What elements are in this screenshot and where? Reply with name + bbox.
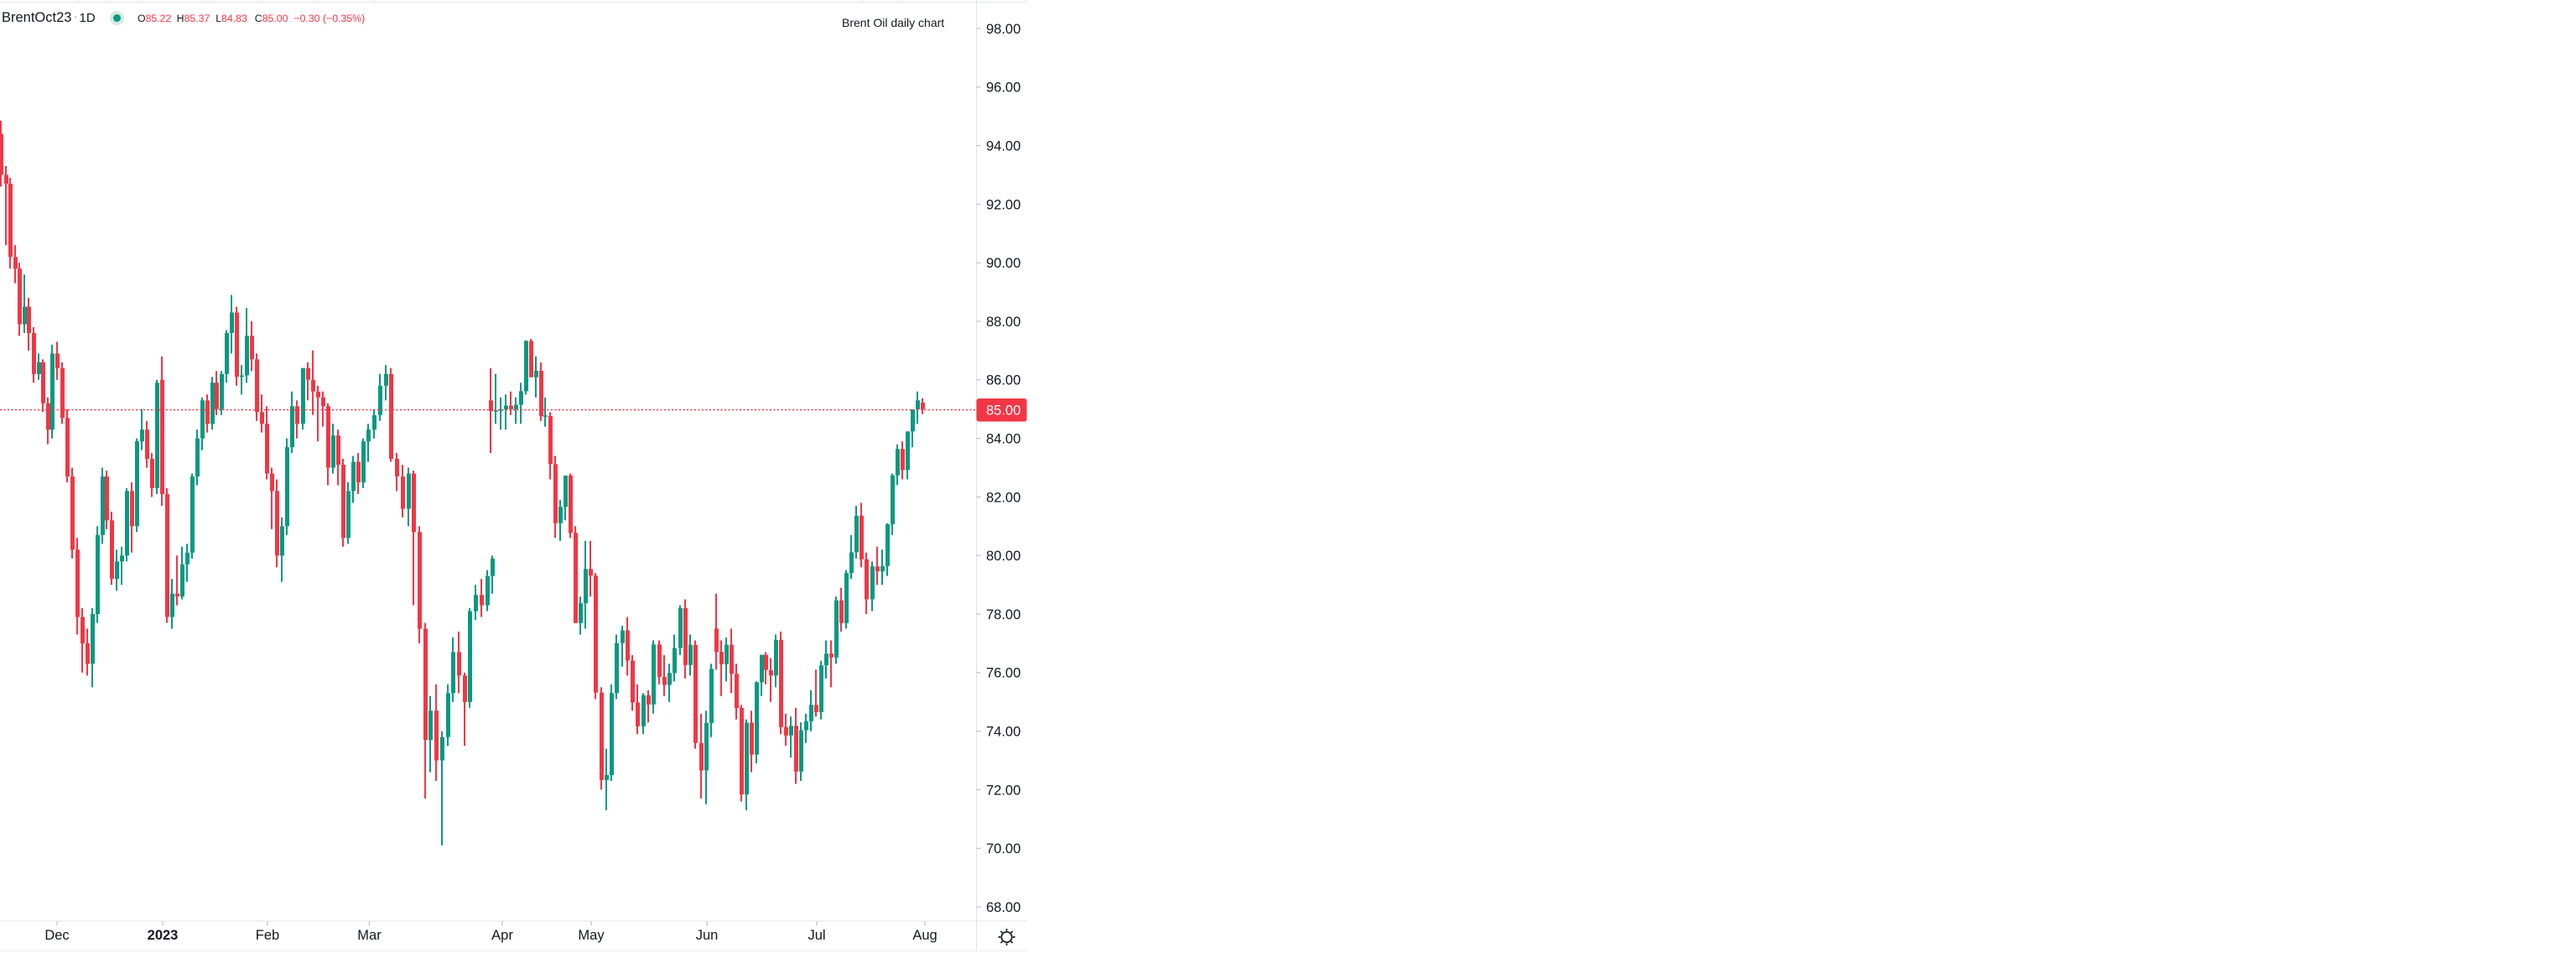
svg-text:86.00: 86.00 bbox=[986, 373, 1021, 388]
svg-text:Feb: Feb bbox=[256, 928, 279, 943]
svg-text:82.00: 82.00 bbox=[986, 490, 1021, 505]
svg-text:84.00: 84.00 bbox=[986, 432, 1021, 447]
svg-text:94.00: 94.00 bbox=[986, 139, 1021, 154]
svg-text:96.00: 96.00 bbox=[986, 81, 1021, 96]
svg-text:76.00: 76.00 bbox=[986, 666, 1021, 681]
svg-text:78.00: 78.00 bbox=[986, 607, 1021, 622]
svg-text:88.00: 88.00 bbox=[986, 315, 1021, 330]
svg-text:May: May bbox=[578, 928, 605, 943]
svg-text:80.00: 80.00 bbox=[986, 549, 1021, 564]
svg-text:85.00: 85.00 bbox=[986, 404, 1021, 419]
svg-text:Jun: Jun bbox=[696, 928, 719, 943]
svg-text:Apr: Apr bbox=[491, 928, 513, 943]
svg-text:74.00: 74.00 bbox=[986, 725, 1021, 740]
svg-text:72.00: 72.00 bbox=[986, 783, 1021, 798]
svg-text:90.00: 90.00 bbox=[986, 256, 1021, 271]
svg-text:Aug: Aug bbox=[912, 928, 937, 943]
svg-text:92.00: 92.00 bbox=[986, 197, 1021, 212]
svg-text:98.00: 98.00 bbox=[986, 22, 1021, 37]
svg-text:Jul: Jul bbox=[808, 928, 825, 943]
svg-text:70.00: 70.00 bbox=[986, 841, 1021, 857]
svg-text:Dec: Dec bbox=[44, 928, 69, 943]
svg-text:68.00: 68.00 bbox=[986, 900, 1021, 915]
svg-text:Mar: Mar bbox=[357, 928, 382, 943]
svg-text:2023: 2023 bbox=[148, 928, 179, 943]
